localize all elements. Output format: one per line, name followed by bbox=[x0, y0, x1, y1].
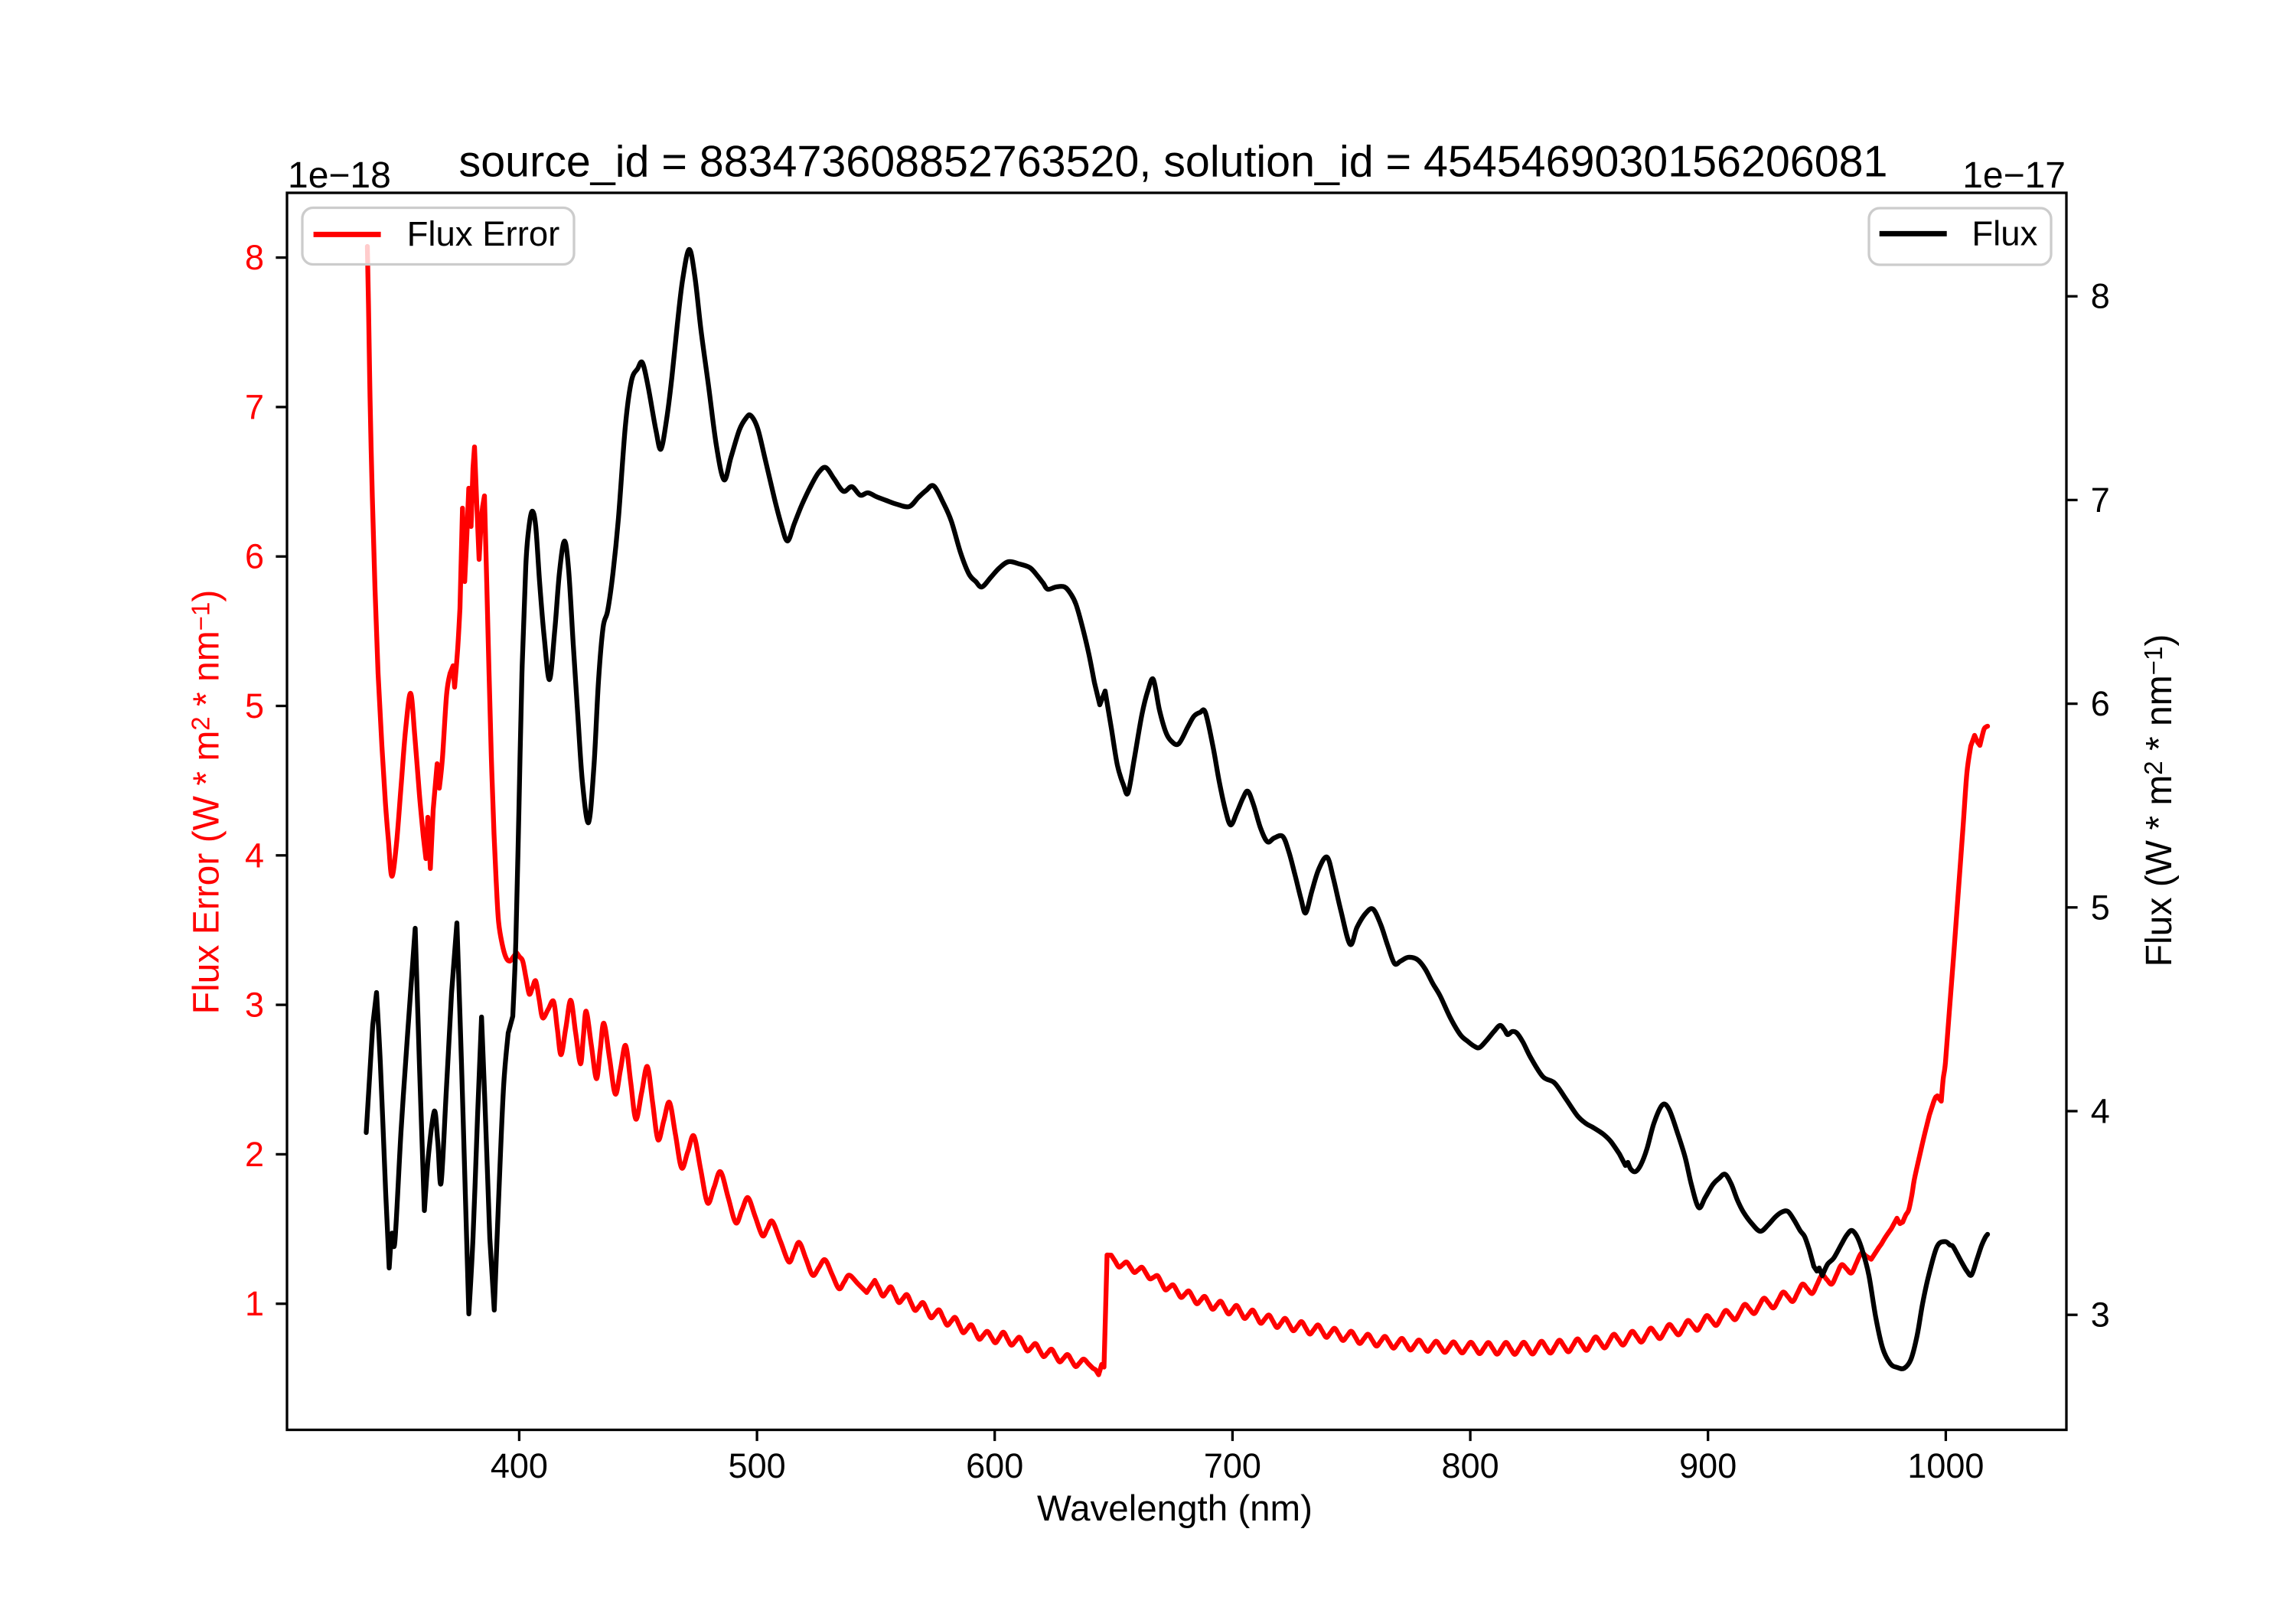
svg-text:500: 500 bbox=[729, 1446, 786, 1485]
svg-text:Flux Error: Flux Error bbox=[407, 214, 560, 253]
svg-text:5: 5 bbox=[2091, 888, 2110, 927]
svg-text:5: 5 bbox=[245, 686, 264, 725]
svg-text:800: 800 bbox=[1442, 1446, 1499, 1485]
svg-text:8: 8 bbox=[245, 238, 264, 277]
svg-text:Wavelength (nm): Wavelength (nm) bbox=[1037, 1488, 1313, 1529]
svg-text:7: 7 bbox=[2091, 481, 2110, 520]
svg-text:1e−18: 1e−18 bbox=[288, 155, 391, 196]
svg-text:6: 6 bbox=[2091, 684, 2110, 723]
svg-text:600: 600 bbox=[966, 1446, 1023, 1485]
svg-text:1: 1 bbox=[245, 1284, 264, 1323]
svg-text:4: 4 bbox=[245, 836, 264, 875]
svg-text:Flux (W * m2 * nm−1): Flux (W * m2 * nm−1) bbox=[2139, 634, 2180, 967]
svg-text:3: 3 bbox=[245, 986, 264, 1025]
svg-text:4: 4 bbox=[2091, 1092, 2110, 1131]
svg-text:3: 3 bbox=[2091, 1296, 2110, 1335]
svg-text:1e−17: 1e−17 bbox=[1962, 155, 2066, 196]
svg-text:2: 2 bbox=[245, 1135, 264, 1174]
svg-text:900: 900 bbox=[1679, 1446, 1737, 1485]
svg-text:source_id = 883473608852763520: source_id = 883473608852763520, solution… bbox=[459, 138, 1888, 187]
svg-text:8: 8 bbox=[2091, 277, 2110, 316]
svg-text:7: 7 bbox=[245, 387, 264, 426]
svg-text:6: 6 bbox=[245, 537, 264, 576]
svg-text:700: 700 bbox=[1204, 1446, 1261, 1485]
svg-text:Flux: Flux bbox=[1971, 214, 2037, 253]
svg-text:1000: 1000 bbox=[1907, 1446, 1984, 1485]
svg-text:400: 400 bbox=[491, 1446, 548, 1485]
svg-text:Flux Error (W * m2 * nm−1): Flux Error (W * m2 * nm−1) bbox=[187, 590, 227, 1015]
